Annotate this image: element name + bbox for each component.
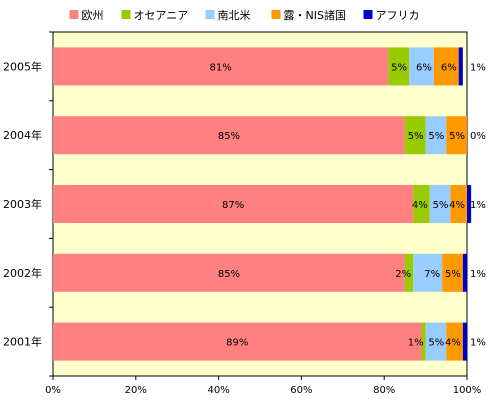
data-label: 1% <box>470 338 486 349</box>
category-label: 2001年 <box>3 335 42 349</box>
data-label: 4% <box>412 200 428 211</box>
data-label: 6% <box>441 62 457 73</box>
bar-segment <box>53 116 405 155</box>
data-label: 1% <box>470 269 486 280</box>
data-label: 5% <box>428 131 444 142</box>
data-label: 5% <box>433 200 449 211</box>
legend-label: オセアニア <box>134 9 189 22</box>
category-label: 2002年 <box>3 266 42 280</box>
legend: 欧州 オセアニア 南北米 露・NIS諸国 アフリカ <box>69 8 420 22</box>
bar-segment <box>446 322 463 361</box>
x-tick-label: 60% <box>290 385 312 396</box>
data-label: 2% <box>395 269 411 280</box>
x-tick-label: 20% <box>125 385 147 396</box>
data-label: 0% <box>470 131 486 142</box>
data-label: 4% <box>445 338 461 349</box>
bar-segment <box>409 47 434 86</box>
bar-segment <box>53 322 422 361</box>
data-label: 7% <box>424 269 440 280</box>
data-label: 5% <box>391 62 407 73</box>
data-label: 85% <box>218 269 240 280</box>
legend-swatch <box>205 10 215 19</box>
data-label: 81% <box>210 62 232 73</box>
x-tick-label: 100% <box>453 385 482 396</box>
data-label: 87% <box>222 200 244 211</box>
bar-segment <box>413 185 430 223</box>
data-label: 85% <box>218 131 240 142</box>
category-label: 2005年 <box>3 59 42 73</box>
bar-segment <box>388 47 410 86</box>
legend-label: 欧州 <box>82 9 104 22</box>
bar-segment <box>442 253 463 292</box>
data-label: 1% <box>470 200 486 211</box>
axes: 0% 20% 40% 60% 80% 100% <box>45 31 482 396</box>
bar-segment <box>421 322 426 361</box>
legend-swatch <box>363 10 373 19</box>
bar-segment <box>425 322 447 361</box>
legend-swatch <box>271 10 281 19</box>
bar-segment <box>425 116 447 155</box>
data-label: 6% <box>416 62 432 73</box>
bar-segment <box>462 322 467 361</box>
legend-label: 露・NIS諸国 <box>284 8 346 22</box>
bar-segment <box>450 185 467 223</box>
data-label: 4% <box>449 200 465 211</box>
data-label: 5% <box>408 131 424 142</box>
bar-segment <box>433 47 459 86</box>
bar-segment <box>467 185 472 223</box>
bar-segment <box>429 185 451 223</box>
bar-segment <box>404 253 414 292</box>
bar-segment <box>53 185 414 223</box>
legend-label: アフリカ <box>376 9 420 22</box>
bar-segment <box>53 253 405 292</box>
bar-segment <box>53 47 389 86</box>
bar-segment <box>413 253 443 292</box>
bar-segment <box>458 47 463 86</box>
data-label: 1% <box>470 62 486 73</box>
bar-segment <box>404 116 426 155</box>
legend-swatch <box>69 10 79 19</box>
data-label: 5% <box>428 338 444 349</box>
data-label: 89% <box>226 338 248 349</box>
bar-segment <box>462 253 467 292</box>
category-label: 2004年 <box>3 128 42 142</box>
legend-swatch <box>121 10 131 19</box>
data-label: 5% <box>449 131 465 142</box>
data-label: 5% <box>445 269 461 280</box>
bar-segment <box>446 116 467 155</box>
category-label: 2003年 <box>3 197 42 211</box>
data-label: 1% <box>408 338 424 349</box>
x-tick-label: 80% <box>373 385 395 396</box>
x-tick-label: 40% <box>207 385 229 396</box>
legend-label: 南北米 <box>218 9 251 22</box>
x-tick-label: 0% <box>45 385 61 396</box>
